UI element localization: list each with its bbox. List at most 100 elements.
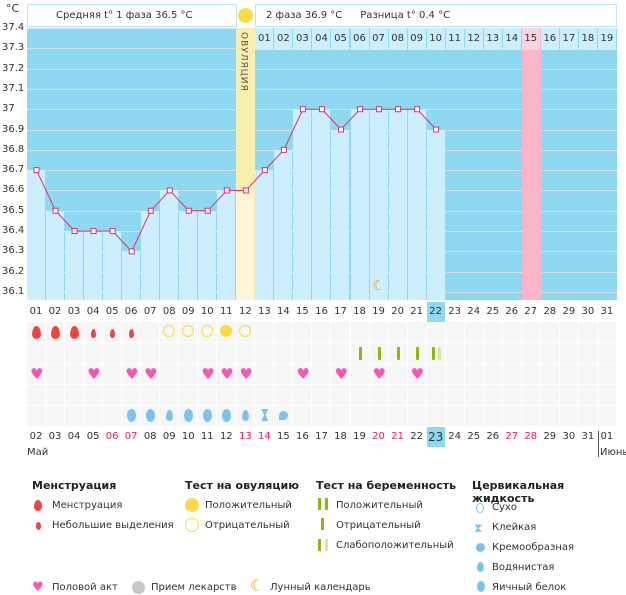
grid-cell[interactable] (559, 406, 578, 426)
grid-cell[interactable] (559, 385, 578, 405)
temperature-point[interactable] (414, 106, 421, 113)
calendar-date[interactable]: 30 (562, 431, 576, 442)
heart-icon[interactable]: ♥ (410, 365, 425, 383)
temperature-point[interactable] (242, 187, 249, 194)
calendar-date[interactable]: 07 (124, 431, 138, 442)
cycle-day[interactable]: 20 (391, 306, 404, 317)
cycle-day[interactable]: 06 (124, 306, 138, 317)
grid-cell[interactable] (578, 343, 597, 363)
calendar-date[interactable]: 31 (581, 431, 595, 442)
temperature-point[interactable] (357, 106, 364, 113)
grid-cell[interactable] (65, 406, 84, 426)
grid-cell[interactable] (445, 343, 464, 363)
cycle-day[interactable]: 04 (86, 306, 100, 317)
calendar-date[interactable]: 11 (200, 431, 214, 442)
grid-cell[interactable] (464, 322, 483, 342)
grid-cell[interactable] (445, 406, 464, 426)
temperature-point[interactable] (33, 167, 40, 174)
grid-cell[interactable] (160, 343, 179, 363)
menstruation-drop-icon[interactable] (51, 326, 61, 339)
cervical-creamy-icon[interactable] (279, 411, 289, 420)
grid-cell[interactable] (350, 364, 369, 384)
calendar-date[interactable]: 21 (391, 431, 404, 442)
calendar-date[interactable]: 04 (67, 431, 81, 442)
grid-cell[interactable] (407, 322, 426, 342)
grid-cell[interactable] (217, 364, 236, 384)
cycle-day[interactable]: 10 (200, 306, 214, 317)
temperature-point[interactable] (433, 126, 440, 133)
calendar-date[interactable]: 05 (86, 431, 100, 442)
grid-cell[interactable] (540, 364, 559, 384)
temperature-point[interactable] (109, 228, 116, 235)
grid-cell[interactable] (160, 364, 179, 384)
ovulation-test-pos-icon[interactable] (220, 325, 233, 337)
pregnancy-test-weak-icon[interactable] (431, 347, 435, 360)
cervical-egg-icon[interactable] (184, 409, 194, 422)
calendar-date[interactable]: 20 (372, 431, 385, 442)
grid-cell[interactable] (540, 322, 559, 342)
heart-icon[interactable]: ♥ (372, 365, 386, 383)
grid-cell[interactable] (274, 364, 293, 384)
heart-icon[interactable]: ♥ (144, 365, 158, 383)
menstruation-drop-icon[interactable] (91, 329, 97, 338)
grid-cell[interactable] (464, 406, 483, 426)
grid-cell[interactable] (312, 343, 331, 363)
grid-cell[interactable] (426, 385, 445, 405)
cycle-day[interactable]: 14 (277, 306, 290, 317)
temperature-point[interactable] (376, 106, 383, 113)
cycle-day[interactable]: 31 (600, 306, 614, 317)
grid-cell[interactable] (559, 364, 578, 384)
grid-cell[interactable] (331, 364, 350, 384)
calendar-date[interactable]: 01 (600, 431, 614, 442)
heart-icon[interactable]: ♥ (296, 365, 310, 383)
grid-cell[interactable] (597, 322, 616, 342)
cycle-day[interactable]: 28 (543, 306, 557, 317)
grid-cell[interactable] (293, 406, 312, 426)
grid-cell[interactable] (141, 385, 160, 405)
grid-cell[interactable] (255, 322, 274, 342)
menstruation-drop-icon[interactable] (129, 329, 135, 338)
grid-cell[interactable] (464, 385, 483, 405)
grid-cell[interactable] (388, 364, 407, 384)
grid-cell[interactable] (236, 385, 255, 405)
heart-icon[interactable]: ♥ (201, 365, 215, 383)
calendar-date[interactable]: 13 (238, 431, 252, 442)
grid-cell[interactable] (578, 406, 597, 426)
grid-cell[interactable] (255, 364, 274, 384)
calendar-date[interactable]: 23 (426, 427, 445, 447)
calendar-date[interactable]: 19 (353, 431, 366, 442)
cycle-day[interactable]: 16 (315, 306, 328, 317)
grid-cell[interactable] (559, 343, 578, 363)
cervical-watery-icon[interactable] (242, 410, 250, 421)
cycle-day[interactable]: 24 (467, 306, 481, 317)
grid-cell[interactable] (426, 322, 445, 342)
grid-cell[interactable] (597, 343, 616, 363)
temperature-point[interactable] (280, 146, 287, 153)
grid-cell[interactable] (312, 364, 331, 384)
grid-cell[interactable] (274, 385, 293, 405)
grid-cell[interactable] (312, 406, 331, 426)
grid-cell[interactable] (483, 343, 502, 363)
heart-icon[interactable]: ♥ (334, 365, 348, 383)
grid-cell[interactable] (540, 343, 559, 363)
pregnancy-test-neg-icon[interactable] (396, 347, 400, 360)
grid-cell[interactable] (350, 322, 369, 342)
grid-cell[interactable] (65, 343, 84, 363)
cervical-sticky-icon[interactable] (261, 409, 269, 421)
grid-cell[interactable] (540, 406, 559, 426)
calendar-date[interactable]: 29 (543, 431, 557, 442)
grid-cell[interactable] (160, 385, 179, 405)
grid-cell[interactable] (179, 364, 198, 384)
temperature-point[interactable] (185, 207, 192, 214)
cycle-day[interactable]: 05 (105, 306, 119, 317)
cycle-day[interactable]: 08 (162, 306, 176, 317)
temperature-point[interactable] (337, 126, 344, 133)
grid-cell[interactable] (521, 364, 540, 384)
cycle-day[interactable]: 11 (219, 306, 233, 317)
ovulation-test-neg-icon[interactable] (201, 325, 214, 337)
ovulation-test-neg-icon[interactable] (163, 325, 176, 337)
grid-cell[interactable] (84, 406, 103, 426)
cervical-egg-icon[interactable] (222, 409, 232, 422)
heart-icon[interactable]: ♥ (220, 365, 234, 383)
grid-cell[interactable] (255, 385, 274, 405)
